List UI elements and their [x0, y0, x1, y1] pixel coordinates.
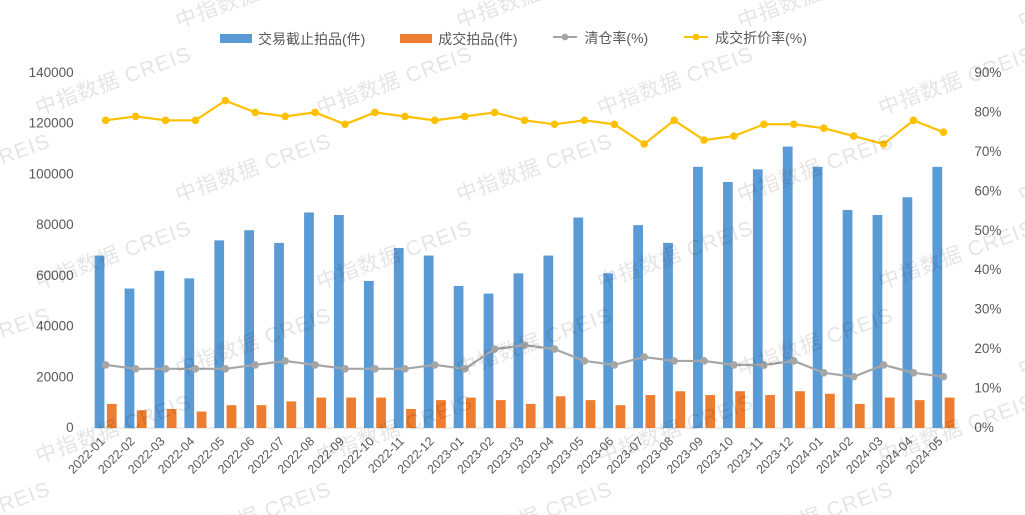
svg-text:50%: 50% — [974, 223, 1001, 238]
svg-text:10%: 10% — [974, 381, 1001, 396]
svg-text:20%: 20% — [974, 341, 1001, 356]
svg-text:60%: 60% — [974, 183, 1001, 198]
svg-text:40%: 40% — [974, 262, 1001, 277]
svg-text:30%: 30% — [974, 302, 1001, 317]
svg-text:80%: 80% — [974, 104, 1001, 119]
svg-text:0: 0 — [66, 420, 74, 435]
svg-text:0%: 0% — [974, 420, 994, 435]
svg-text:90%: 90% — [974, 65, 1001, 80]
svg-text:60000: 60000 — [36, 268, 74, 283]
svg-text:120000: 120000 — [29, 116, 74, 131]
svg-text:100000: 100000 — [29, 166, 74, 181]
svg-text:20000: 20000 — [36, 369, 74, 384]
svg-text:40000: 40000 — [36, 319, 74, 334]
svg-text:70%: 70% — [974, 144, 1001, 159]
svg-text:140000: 140000 — [29, 65, 74, 80]
svg-text:80000: 80000 — [36, 217, 74, 232]
